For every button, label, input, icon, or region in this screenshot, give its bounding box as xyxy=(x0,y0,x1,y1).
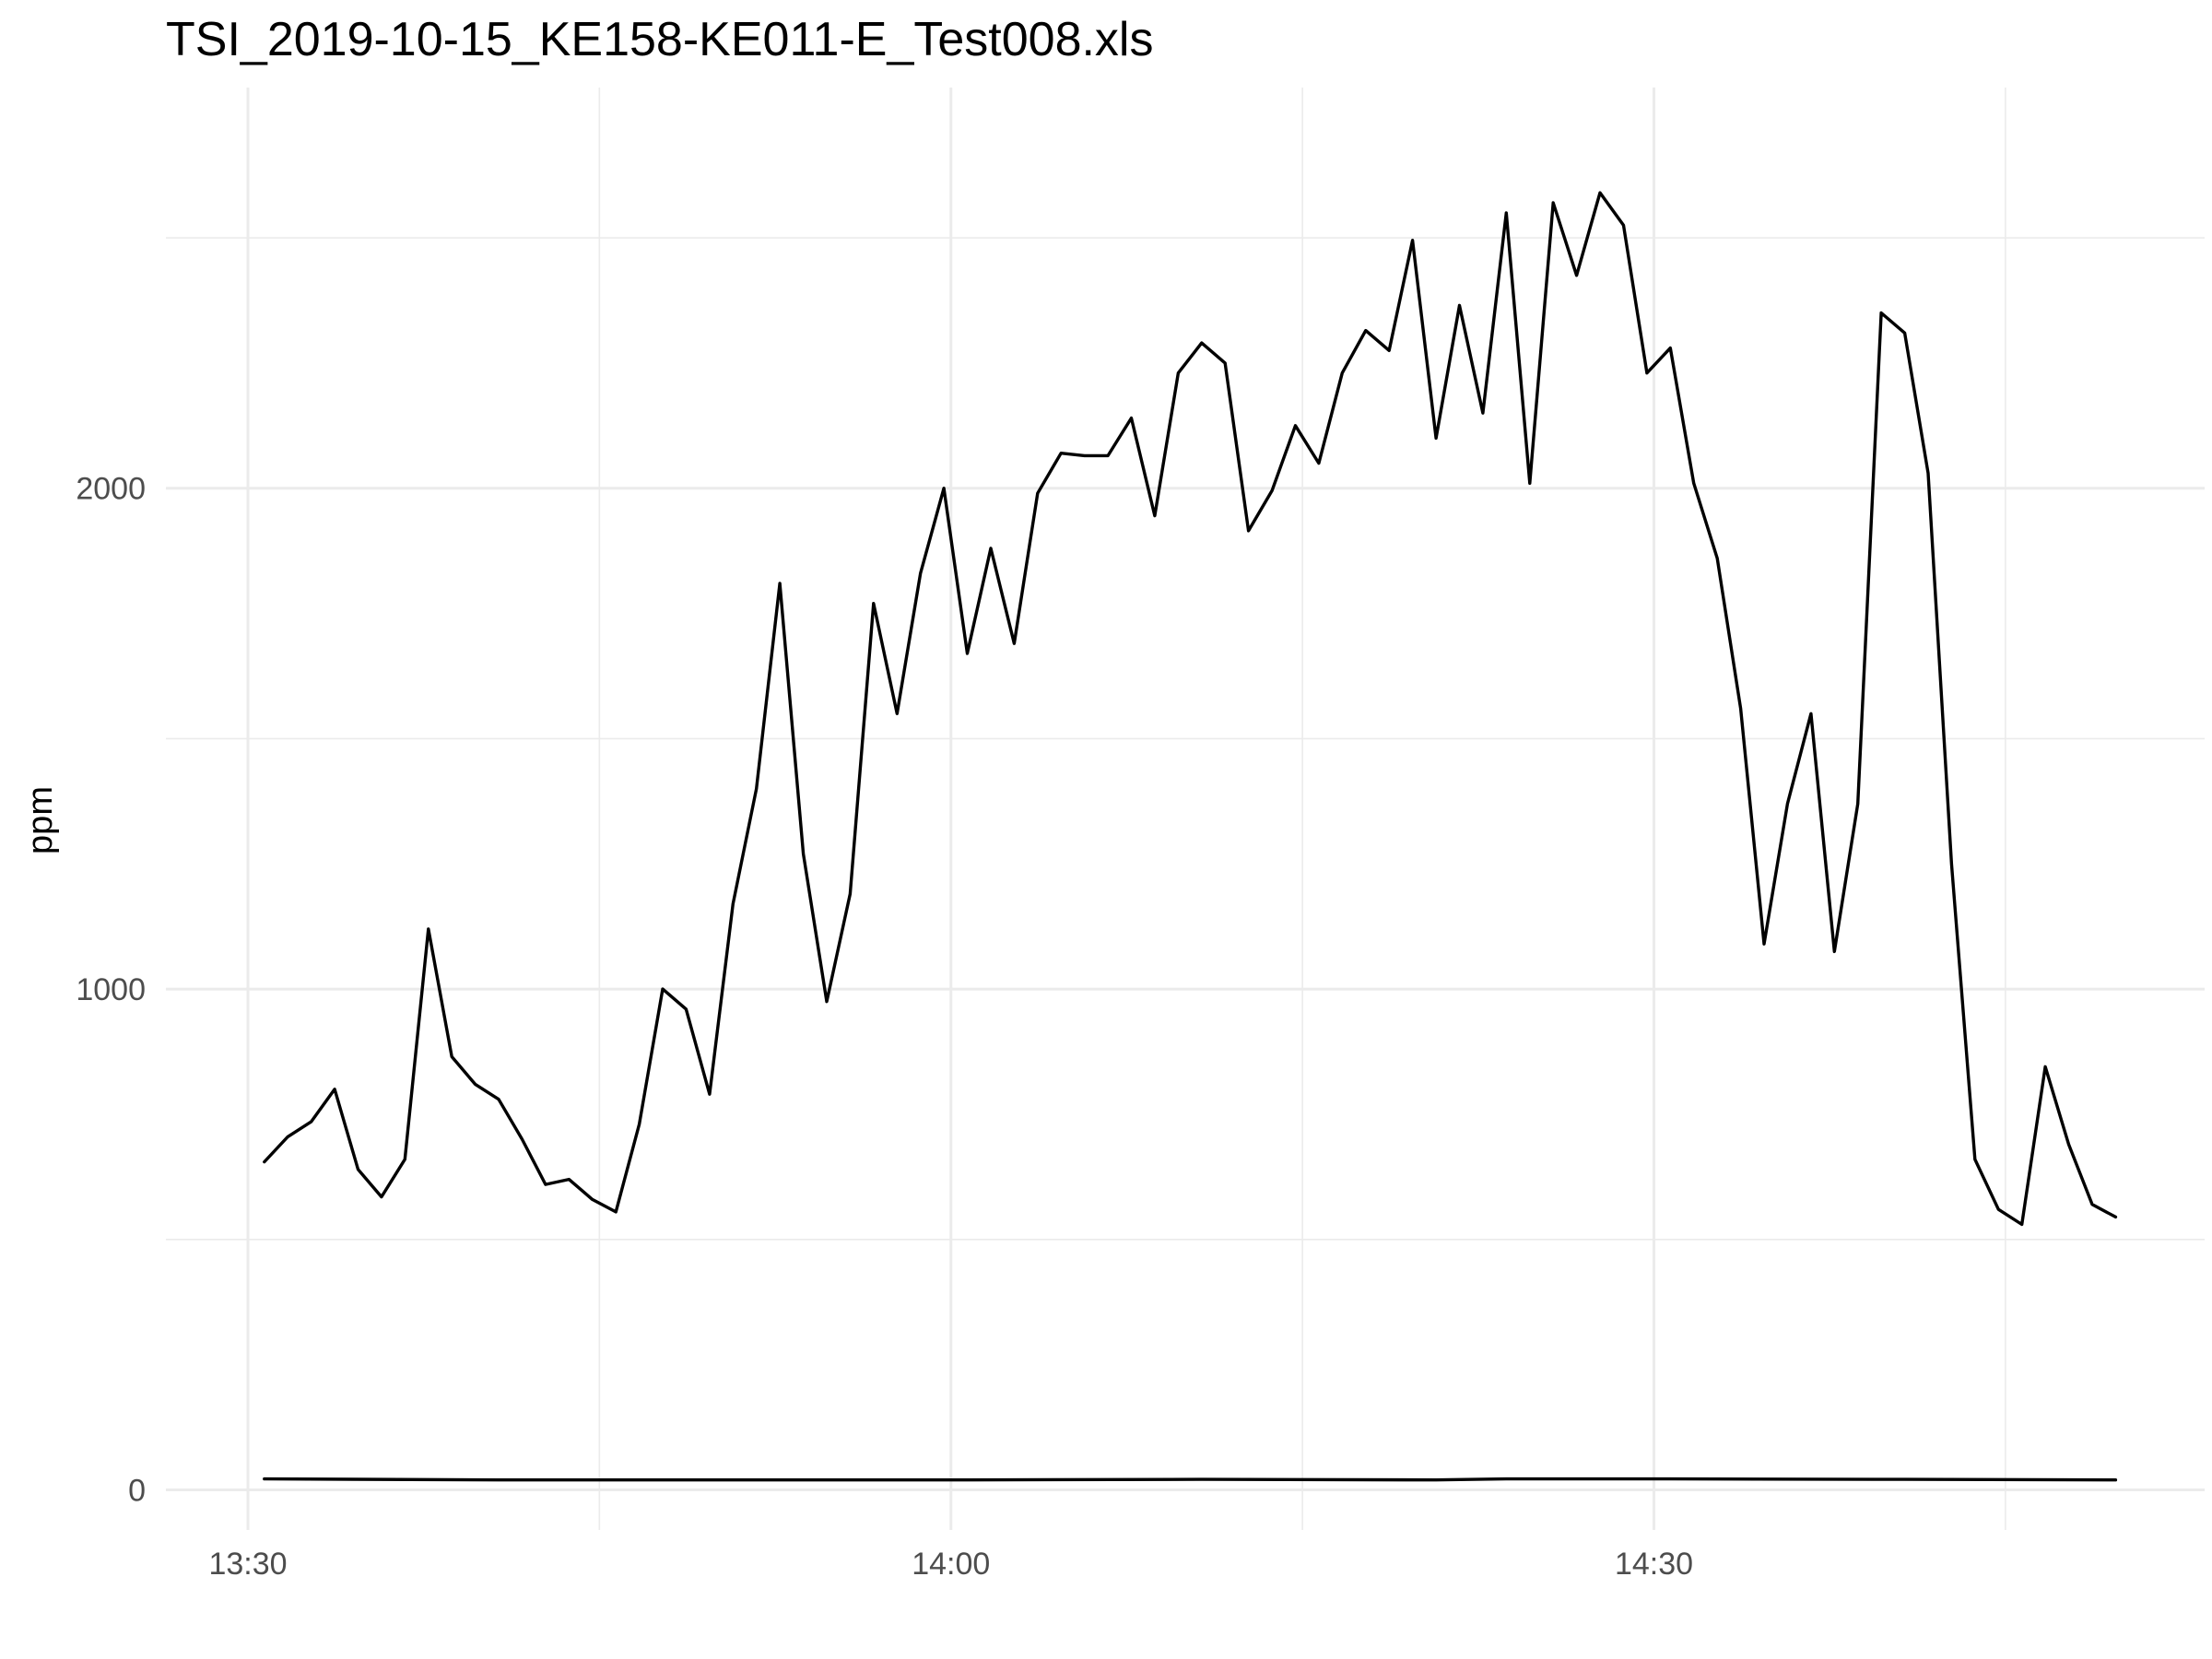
x-tick-label: 13:30 xyxy=(208,1547,287,1582)
series-line-2 xyxy=(263,1477,2118,1482)
y-axis-label: ppm xyxy=(21,786,60,854)
x-tick-label: 14:00 xyxy=(912,1547,990,1582)
tick-labels: 0 1000 2000 13:30 14:00 14:30 xyxy=(76,472,1693,1582)
series-line-1 xyxy=(263,191,2118,1227)
chart-title: TSI_2019-10-15_KE158-KE011-E_Test008.xls xyxy=(166,13,1153,66)
x-tick-label: 14:30 xyxy=(1615,1547,1693,1582)
y-tick-label: 1000 xyxy=(76,972,146,1007)
y-tick-label: 0 xyxy=(128,1474,146,1509)
series-layer xyxy=(263,191,2118,1482)
gridlines xyxy=(166,88,2205,1530)
y-tick-label: 2000 xyxy=(76,472,146,507)
